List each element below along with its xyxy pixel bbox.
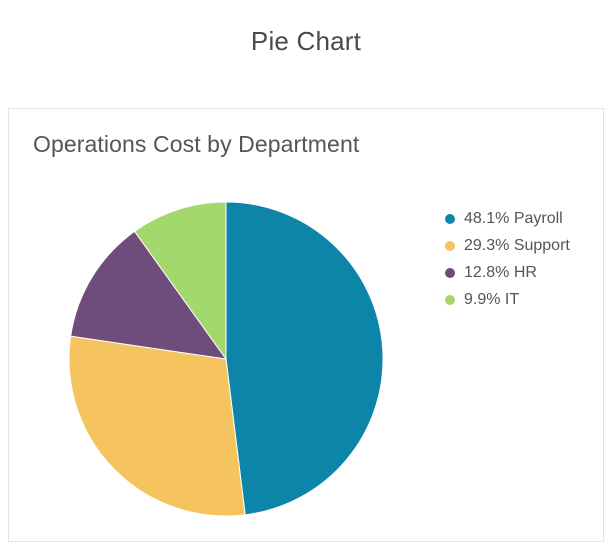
chart-card: Operations Cost by Department 48.1% Payr… — [8, 108, 604, 542]
pie-slice-it[interactable] — [133, 201, 227, 361]
chart-title: Operations Cost by Department — [33, 131, 360, 157]
legend-item-it[interactable]: 9.9% IT — [445, 286, 570, 313]
legend-swatch — [445, 240, 455, 251]
legend-swatch — [445, 213, 455, 224]
pie-chart — [68, 201, 384, 517]
pie-slice-hr[interactable] — [70, 230, 228, 360]
chart-legend: 48.1% Payroll 29.3% Support 12.8% HR 9.9% I… — [445, 205, 570, 313]
legend-label: 9.9% IT — [464, 290, 520, 308]
legend-label: 48.1% Payroll — [464, 209, 563, 227]
pie-slice-payroll[interactable] — [225, 201, 384, 516]
legend-swatch — [445, 294, 455, 305]
legend-swatch — [445, 267, 455, 278]
legend-label: 29.3% Support — [464, 236, 570, 254]
legend-item-hr[interactable]: 12.8% HR — [445, 259, 570, 286]
page-title: Pie Chart — [250, 26, 362, 56]
legend-label: 12.8% HR — [464, 263, 537, 281]
legend-item-support[interactable]: 29.3% Support — [445, 232, 570, 259]
legend-item-payroll[interactable]: 48.1% Payroll — [445, 205, 570, 232]
pie-slice-support[interactable] — [68, 335, 246, 517]
